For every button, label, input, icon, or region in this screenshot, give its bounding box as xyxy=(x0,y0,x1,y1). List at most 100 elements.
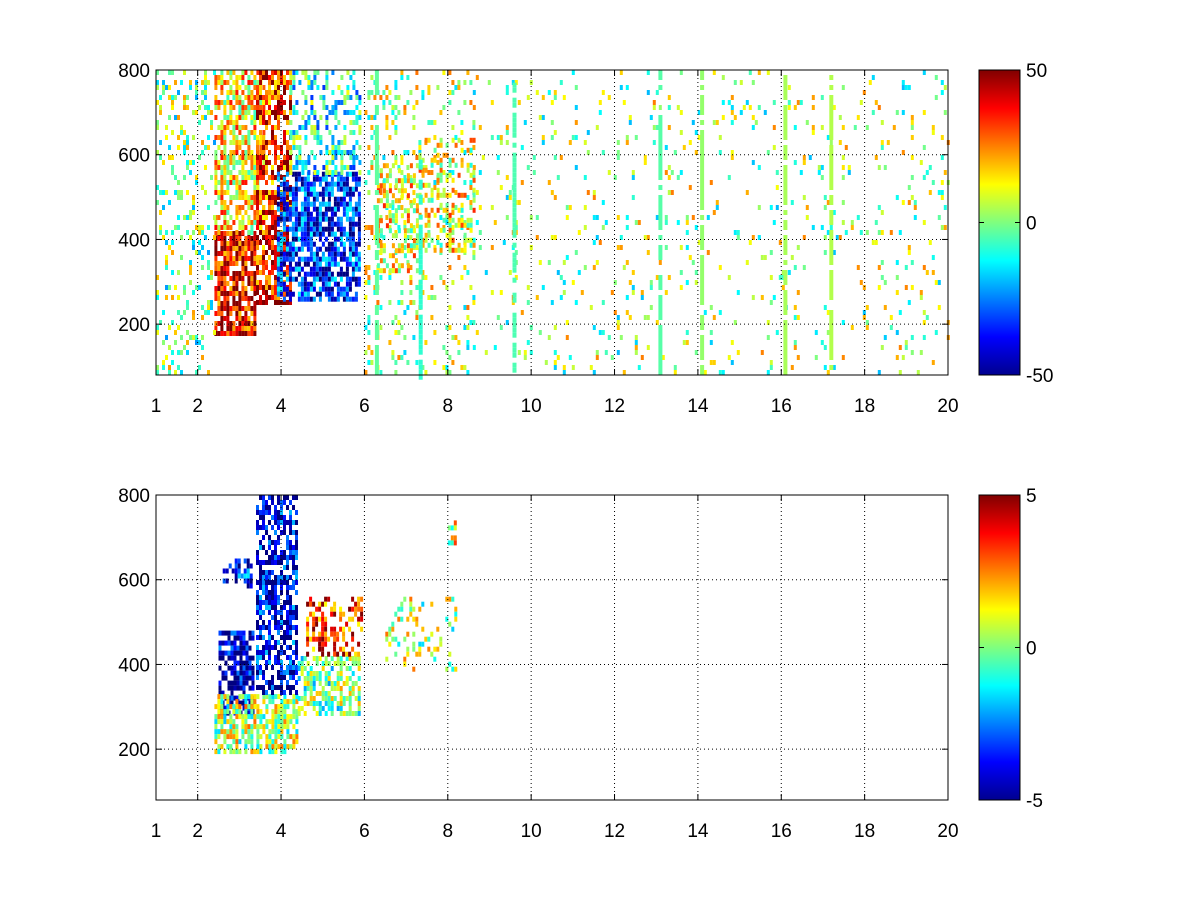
heatmap-cell xyxy=(370,225,374,230)
heatmap-cell xyxy=(433,646,437,652)
heatmap-cell xyxy=(276,171,280,177)
heatmap-cell xyxy=(541,115,545,120)
heatmap-cell xyxy=(430,187,434,193)
heatmap-cell xyxy=(247,80,251,85)
heatmap-cell xyxy=(334,110,338,115)
heatmap-cell xyxy=(180,370,183,375)
heatmap-cell xyxy=(217,190,221,195)
heatmap-cell xyxy=(751,160,755,165)
heatmap-cell xyxy=(358,110,362,115)
heatmap-cell xyxy=(439,192,443,198)
heatmap-cell xyxy=(180,335,183,340)
heatmap-cell xyxy=(232,150,236,155)
heatmap-cell xyxy=(718,150,722,155)
heatmap-cell xyxy=(271,180,274,185)
heatmap-cell xyxy=(214,291,218,296)
heatmap-cell xyxy=(220,709,224,715)
heatmap-cell xyxy=(448,232,452,238)
heatmap-cell xyxy=(217,744,221,750)
heatmap-cell xyxy=(251,685,255,691)
heatmap-cell xyxy=(321,256,325,262)
heatmap-cell xyxy=(204,310,207,315)
heatmap-cell xyxy=(445,666,449,672)
heatmap-cell xyxy=(345,266,349,272)
heatmap-cell xyxy=(415,163,419,169)
heatmap-cell xyxy=(895,260,899,265)
heatmap-cell xyxy=(841,220,845,225)
heatmap-cell xyxy=(346,110,350,115)
heatmap-cell xyxy=(271,680,274,685)
heatmap-cell xyxy=(574,120,578,125)
heatmap-streak-cell xyxy=(418,229,423,235)
heatmap-cell xyxy=(403,310,407,315)
heatmap-cell xyxy=(177,325,180,330)
heatmap-cell xyxy=(412,178,416,184)
heatmap-cell xyxy=(192,200,195,205)
heatmap-cell xyxy=(391,320,395,325)
heatmap-cell xyxy=(321,626,325,632)
heatmap-cell xyxy=(245,660,249,666)
heatmap-cell xyxy=(388,631,392,637)
heatmap-cell xyxy=(646,250,650,255)
heatmap-cell xyxy=(327,181,331,187)
heatmap-cell xyxy=(324,656,328,661)
heatmap-cell xyxy=(195,80,198,85)
heatmap-cell xyxy=(297,176,301,182)
heatmap-cell xyxy=(730,360,734,365)
heatmap-cell xyxy=(274,585,277,590)
heatmap-cell xyxy=(772,295,776,300)
heatmap-cell xyxy=(412,300,416,305)
heatmap-cell xyxy=(174,115,177,120)
heatmap-cell xyxy=(259,655,262,660)
heatmap-cell xyxy=(256,655,259,660)
heatmap-cell xyxy=(451,247,455,253)
heatmap-cell xyxy=(352,145,356,150)
heatmap-cell xyxy=(865,305,869,310)
heatmap-cell xyxy=(706,215,710,220)
heatmap-cell xyxy=(342,201,346,207)
heatmap-cell xyxy=(233,670,237,676)
heatmap-cell xyxy=(640,295,644,300)
heatmap-cell xyxy=(247,306,251,311)
heatmap-cell xyxy=(220,85,224,90)
heatmap-cell xyxy=(427,636,431,642)
heatmap-cell xyxy=(565,255,569,260)
heatmap-cell xyxy=(424,222,428,228)
x-tick-label: 2 xyxy=(192,396,203,417)
heatmap-cell xyxy=(406,631,410,637)
heatmap-cell xyxy=(460,162,464,168)
heatmap-cell xyxy=(291,196,295,202)
heatmap-cell xyxy=(256,190,259,195)
x-tick-label: 12 xyxy=(604,396,625,417)
heatmap-cell xyxy=(400,355,404,360)
heatmap-cell xyxy=(436,152,440,158)
heatmap-cell xyxy=(679,170,683,175)
heatmap-cell xyxy=(283,724,287,730)
heatmap-cell xyxy=(388,203,392,209)
heatmap-cell xyxy=(309,636,313,642)
heatmap-cell xyxy=(223,714,227,720)
heatmap-cell xyxy=(333,641,337,647)
heatmap-cell xyxy=(303,691,307,696)
heatmap-cell xyxy=(339,696,343,701)
heatmap-cell xyxy=(220,744,224,750)
heatmap-cell xyxy=(241,230,245,235)
heatmap-cell xyxy=(730,110,734,115)
heatmap-cell xyxy=(183,145,186,150)
heatmap-cell xyxy=(357,266,361,272)
heatmap-cell xyxy=(223,80,227,85)
heatmap-cell xyxy=(357,201,361,207)
heatmap-cell xyxy=(339,196,343,202)
heatmap-cell xyxy=(643,160,647,165)
heatmap-streak-cell xyxy=(829,110,834,115)
heatmap-cell xyxy=(351,596,355,602)
heatmap-cell xyxy=(204,80,207,85)
heatmap-cell xyxy=(244,246,248,251)
heatmap-cell xyxy=(448,247,452,253)
heatmap-cell xyxy=(385,636,389,642)
heatmap-cell xyxy=(265,510,268,515)
heatmap-cell xyxy=(354,656,358,661)
heatmap-cell xyxy=(339,626,343,632)
heatmap-cell xyxy=(295,495,298,500)
heatmap-cell xyxy=(595,235,599,240)
